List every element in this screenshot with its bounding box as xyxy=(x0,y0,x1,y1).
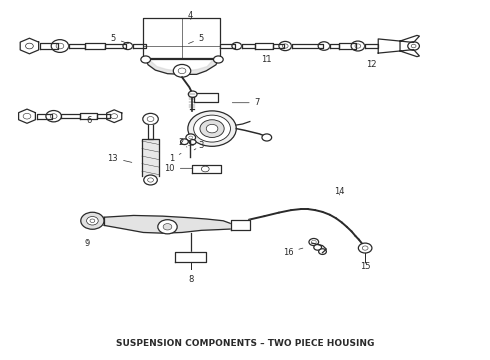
Polygon shape xyxy=(255,43,273,49)
Text: 1: 1 xyxy=(169,153,181,163)
Circle shape xyxy=(173,64,191,77)
Polygon shape xyxy=(142,139,159,176)
Circle shape xyxy=(232,42,242,50)
Polygon shape xyxy=(400,50,419,57)
Polygon shape xyxy=(242,44,255,48)
Polygon shape xyxy=(365,45,378,48)
Polygon shape xyxy=(220,44,235,48)
Polygon shape xyxy=(143,18,220,58)
Text: 14: 14 xyxy=(334,187,345,196)
Polygon shape xyxy=(330,45,340,48)
Polygon shape xyxy=(292,45,322,48)
Polygon shape xyxy=(85,42,104,49)
Polygon shape xyxy=(61,114,80,118)
Circle shape xyxy=(201,166,209,172)
Polygon shape xyxy=(378,39,400,53)
Circle shape xyxy=(355,44,361,48)
Circle shape xyxy=(181,139,188,145)
Circle shape xyxy=(141,56,150,63)
Circle shape xyxy=(351,41,365,51)
Polygon shape xyxy=(175,252,206,262)
Circle shape xyxy=(214,56,223,63)
Circle shape xyxy=(81,212,104,229)
Polygon shape xyxy=(231,220,250,230)
Circle shape xyxy=(143,113,158,125)
Circle shape xyxy=(314,244,321,250)
Text: 5: 5 xyxy=(111,34,128,44)
Circle shape xyxy=(188,111,236,146)
Circle shape xyxy=(147,178,153,182)
Polygon shape xyxy=(104,215,235,233)
Circle shape xyxy=(189,136,193,139)
Circle shape xyxy=(362,246,368,250)
Circle shape xyxy=(123,42,133,50)
Circle shape xyxy=(318,249,326,255)
Circle shape xyxy=(206,124,218,133)
Circle shape xyxy=(186,134,196,141)
Circle shape xyxy=(282,44,288,48)
Circle shape xyxy=(87,216,98,225)
Circle shape xyxy=(90,219,95,222)
Polygon shape xyxy=(104,44,126,48)
Polygon shape xyxy=(273,44,284,48)
Circle shape xyxy=(163,224,172,230)
Text: 6: 6 xyxy=(86,116,92,125)
Text: 2: 2 xyxy=(178,138,187,147)
Polygon shape xyxy=(340,43,356,49)
Circle shape xyxy=(194,115,230,142)
Polygon shape xyxy=(133,44,146,48)
Circle shape xyxy=(178,68,186,74)
Polygon shape xyxy=(107,110,122,123)
Circle shape xyxy=(158,220,177,234)
Text: 8: 8 xyxy=(188,275,194,284)
Circle shape xyxy=(318,42,330,50)
Circle shape xyxy=(200,120,224,138)
Circle shape xyxy=(25,43,33,49)
Text: 15: 15 xyxy=(360,262,370,271)
Text: 5: 5 xyxy=(189,34,204,44)
Polygon shape xyxy=(37,114,52,118)
Polygon shape xyxy=(148,125,153,139)
Circle shape xyxy=(279,41,292,51)
Text: 16: 16 xyxy=(283,248,303,257)
Polygon shape xyxy=(20,38,39,54)
Circle shape xyxy=(411,44,416,48)
Circle shape xyxy=(111,114,118,119)
Polygon shape xyxy=(97,114,110,118)
Polygon shape xyxy=(192,165,221,173)
Circle shape xyxy=(56,43,64,49)
Text: 12: 12 xyxy=(366,60,376,69)
Circle shape xyxy=(311,240,316,244)
Circle shape xyxy=(50,114,57,119)
Circle shape xyxy=(262,134,271,141)
Text: 11: 11 xyxy=(262,55,272,64)
Text: 9: 9 xyxy=(85,239,90,248)
Circle shape xyxy=(408,42,419,50)
Polygon shape xyxy=(80,113,97,119)
Text: 3: 3 xyxy=(194,141,204,150)
Text: 7: 7 xyxy=(232,98,260,107)
Text: 4: 4 xyxy=(188,12,194,21)
Circle shape xyxy=(358,243,372,253)
Circle shape xyxy=(147,117,154,122)
Circle shape xyxy=(309,238,318,246)
Polygon shape xyxy=(19,109,35,123)
Polygon shape xyxy=(69,44,85,48)
Circle shape xyxy=(189,140,196,145)
Polygon shape xyxy=(400,35,419,42)
Text: 13: 13 xyxy=(107,153,132,162)
Circle shape xyxy=(51,40,69,53)
Polygon shape xyxy=(146,59,219,75)
Circle shape xyxy=(46,111,61,122)
Text: SUSPENSION COMPONENTS – TWO PIECE HOUSING: SUSPENSION COMPONENTS – TWO PIECE HOUSIN… xyxy=(116,339,374,348)
Circle shape xyxy=(144,175,157,185)
Circle shape xyxy=(188,91,197,98)
Text: 10: 10 xyxy=(164,164,193,173)
Circle shape xyxy=(23,113,31,119)
Polygon shape xyxy=(40,43,58,49)
Polygon shape xyxy=(194,93,219,102)
